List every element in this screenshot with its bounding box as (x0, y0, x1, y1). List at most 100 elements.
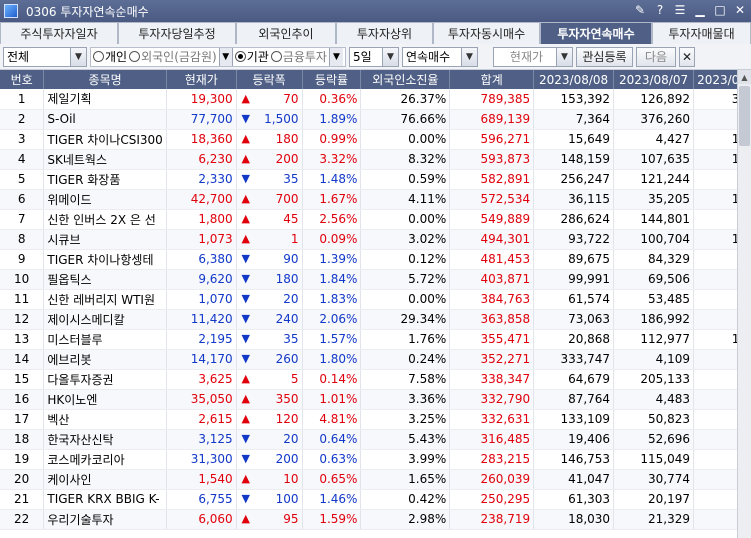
add-watchlist-button[interactable]: 관심등록 (575, 46, 633, 67)
tab-daily[interactable]: 주식투자자일자 (0, 22, 118, 44)
link-icon[interactable]: ☰ (674, 3, 686, 17)
table-row[interactable]: 2 S-Oil 77,700 ▼ 1,500 1.89% 76.66% 689,139 7,36… (0, 109, 751, 130)
chevron-down-icon[interactable]: ▼ (218, 47, 233, 66)
cell-name[interactable]: 벡산 (43, 409, 167, 430)
pin-icon[interactable]: ✎ (634, 3, 646, 17)
cell-change: ▲ 120 (236, 409, 303, 430)
cell-rate: 0.65% (302, 469, 362, 490)
cell-sum: 260,039 (449, 469, 535, 490)
table-row[interactable]: 21 TIGER KRX BBIG K- 6,755 ▼ 100 1.46% 0.42% 25… (0, 489, 751, 510)
tab-continuous-buy[interactable]: 투자자연속매수 (540, 22, 652, 44)
col-header-date-2[interactable]: 2023/08/07 (613, 70, 694, 89)
next-button[interactable]: 다음 (635, 46, 676, 67)
table-row[interactable]: 3 TIGER 차이나CSI300 18,360 ▲ 180 0.99% 0.00% 596,… (0, 129, 751, 150)
table-row[interactable]: 12 제이시스메디칼 11,420 ▼ 240 2.06% 29.34% 363,858 73,… (0, 309, 751, 330)
tab-volume-profile[interactable]: 투자자매물대 (652, 22, 751, 44)
cell-foreign-ratio: 5.72% (360, 269, 451, 290)
cell-name[interactable]: 우리기술투자 (43, 509, 167, 530)
chevron-down-icon: ▼ (460, 47, 477, 66)
maximize-icon[interactable]: □ (714, 3, 726, 17)
cell-sum: 332,631 (449, 409, 535, 430)
up-triangle-icon: ▲ (241, 472, 250, 485)
col-header-change[interactable]: 등락폭 (236, 70, 303, 89)
cell-name[interactable]: 시큐브 (43, 229, 167, 250)
close-icon[interactable]: ✕ (678, 46, 695, 67)
table-row[interactable]: 9 TIGER 차이나항셍테 6,380 ▼ 90 1.39% 0.12% 481,453 89… (0, 249, 751, 270)
cell-name[interactable]: 제이시스메디칼 (43, 309, 167, 330)
radio-financial-investment[interactable]: 금융투자 (270, 48, 327, 65)
table-row[interactable]: 14 에브리봇 14,170 ▼ 260 1.80% 0.24% 352,271 333,747… (0, 349, 751, 370)
table-row[interactable]: 16 HK이노엔 35,050 ▲ 350 1.01% 3.36% 332,790 87,764… (0, 389, 751, 410)
market-select[interactable]: 전체 ▼ (3, 46, 87, 67)
col-header-rate[interactable]: 등락률 (302, 70, 362, 89)
table-row[interactable]: 6 위메이드 42,700 ▲ 700 1.67% 4.11% 572,534 36,115 35… (0, 189, 751, 210)
table-row[interactable]: 4 SK네트웍스 6,230 ▲ 200 3.32% 8.32% 593,873 148,159… (0, 149, 751, 170)
col-header-date-3[interactable]: 2023/08 (693, 70, 751, 89)
col-header-no[interactable]: 번호 (0, 70, 45, 89)
col-header-name[interactable]: 종목명 (43, 70, 167, 89)
scroll-up-icon[interactable]: ▲ (738, 70, 751, 84)
days-select[interactable]: 5일 ▼ (348, 46, 399, 67)
table-row[interactable]: 13 미스터블루 2,195 ▼ 35 1.57% 1.76% 355,471 20,868 11… (0, 329, 751, 350)
cell-rate: 4.81% (302, 409, 362, 430)
cell-name[interactable]: 미스터블루 (43, 329, 167, 350)
cell-name[interactable]: 코스메카코리아 (43, 449, 167, 470)
price-select[interactable]: 현재가 ▼ (492, 46, 573, 67)
cell-name[interactable]: TIGER KRX BBIG K- (43, 489, 167, 510)
table-row[interactable]: 18 한국자산신탁 3,125 ▼ 20 0.64% 5.43% 316,485 19,406 5… (0, 429, 751, 450)
tab-foreign-trend[interactable]: 외국인추이 (236, 22, 336, 44)
cell-date-1: 87,764 (533, 389, 615, 410)
cell-name[interactable]: TIGER 화장품 (43, 169, 167, 190)
cell-name[interactable]: HK이노엔 (43, 389, 167, 410)
cell-name[interactable]: 위메이드 (43, 189, 167, 210)
cell-name[interactable]: 제일기획 (43, 89, 167, 110)
up-triangle-icon: ▲ (241, 232, 250, 245)
cell-name[interactable]: 신한 인버스 2X 은 선 (43, 209, 167, 230)
table-row[interactable]: 19 코스메카코리아 31,300 ▼ 200 0.63% 3.99% 283,215 146,… (0, 449, 751, 470)
cell-name[interactable]: 케이사인 (43, 469, 167, 490)
cell-name[interactable]: SK네트웍스 (43, 149, 167, 170)
table-row[interactable]: 22 우리기술투자 6,060 ▲ 95 1.59% 2.98% 238,719 18,030 2… (0, 509, 751, 530)
table-row[interactable]: 15 다올투자증권 3,625 ▲ 5 0.14% 7.58% 338,347 64,679 20… (0, 369, 751, 390)
cell-date-2: 376,260 (613, 109, 694, 130)
tab-estimate[interactable]: 투자자당일추정 (118, 22, 236, 44)
down-triangle-icon: ▼ (241, 312, 250, 325)
tab-top[interactable]: 투자자상위 (336, 22, 433, 44)
help-icon[interactable]: ? (656, 3, 664, 17)
minimize-icon[interactable]: ▁ (695, 3, 705, 17)
mode-select[interactable]: 연속매수 ▼ (401, 46, 478, 67)
table-row[interactable]: 5 TIGER 화장품 2,330 ▼ 35 1.48% 0.59% 582,891 256,2… (0, 169, 751, 190)
cell-name[interactable]: 필옵틱스 (43, 269, 167, 290)
cell-name[interactable]: S-Oil (43, 109, 167, 130)
cell-date-2: 84,329 (613, 249, 694, 270)
cell-price: 77,700 (166, 109, 237, 130)
col-header-date-1[interactable]: 2023/08/08 (533, 70, 615, 89)
col-header-price[interactable]: 현재가 (166, 70, 237, 89)
cell-name[interactable]: 신한 레버리지 WTI원 (43, 289, 167, 310)
vertical-scrollbar[interactable]: ▲ (737, 70, 751, 538)
table-row[interactable]: 8 시큐브 1,073 ▲ 1 0.09% 3.02% 494,301 93,722 100,70… (0, 229, 751, 250)
cell-price: 6,755 (166, 489, 237, 510)
table-row[interactable]: 10 필옵틱스 9,620 ▼ 180 1.84% 5.72% 403,871 99,991 69… (0, 269, 751, 290)
cell-no: 7 (0, 209, 45, 230)
cell-name[interactable]: 한국자산신탁 (43, 429, 167, 450)
col-header-sum[interactable]: 합계 (449, 70, 535, 89)
table-row[interactable]: 11 신한 레버리지 WTI원 1,070 ▼ 20 1.83% 0.00% 384,763 6… (0, 289, 751, 310)
radio-individual[interactable]: 개인 (93, 48, 127, 65)
chevron-down-icon[interactable]: ▼ (328, 47, 343, 66)
table-row[interactable]: 1 제일기획 19,300 ▲ 70 0.36% 26.37% 789,385 153,392 1… (0, 89, 751, 110)
table-row[interactable]: 17 벡산 2,615 ▲ 120 4.81% 3.25% 332,631 133,109 50,… (0, 409, 751, 430)
radio-institution[interactable]: 기관 (234, 48, 269, 65)
cell-no: 10 (0, 269, 45, 290)
cell-name[interactable]: TIGER 차이나항셍테 (43, 249, 167, 270)
scroll-thumb[interactable] (739, 86, 750, 146)
cell-name[interactable]: 에브리봇 (43, 349, 167, 370)
col-header-foreign-ratio[interactable]: 외국인소진율 (360, 70, 451, 89)
cell-name[interactable]: TIGER 차이나CSI300 (43, 129, 167, 150)
table-row[interactable]: 20 케이사인 1,540 ▲ 10 0.65% 1.65% 260,039 41,047 30,… (0, 469, 751, 490)
close-icon[interactable]: ✕ (734, 3, 746, 17)
radio-foreign[interactable]: 외국인(금감원) (129, 48, 217, 65)
tab-simultaneous[interactable]: 투자자동시매수 (433, 22, 540, 44)
table-row[interactable]: 7 신한 인버스 2X 은 선 1,800 ▲ 45 2.56% 0.00% 549,889 2… (0, 209, 751, 230)
cell-name[interactable]: 다올투자증권 (43, 369, 167, 390)
